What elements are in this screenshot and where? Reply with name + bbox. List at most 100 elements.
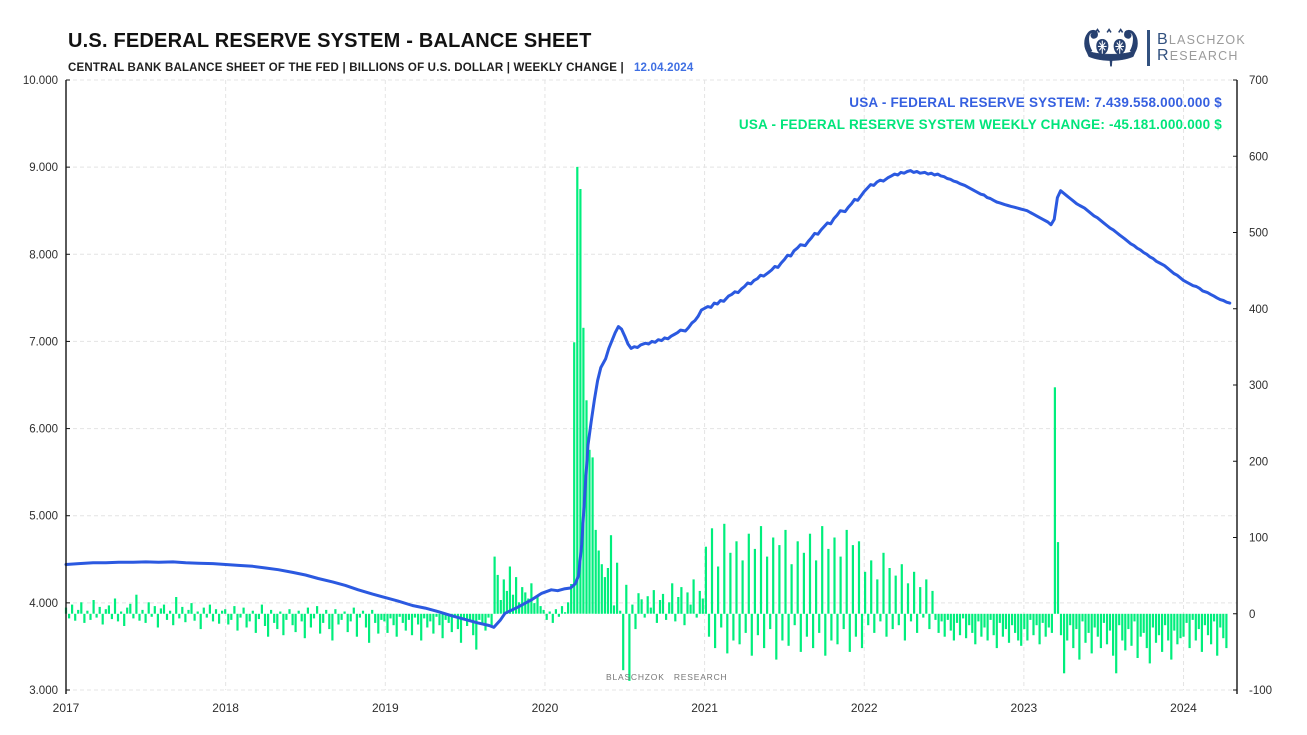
weekly-change-bar	[1093, 613, 1096, 628]
weekly-change-bar	[352, 607, 355, 614]
weekly-change-bar	[1167, 613, 1170, 641]
weekly-change-bar	[695, 613, 698, 618]
weekly-change-bar	[567, 602, 570, 614]
weekly-change-bar	[502, 579, 505, 614]
weekly-change-bar	[426, 613, 429, 628]
weekly-change-bar	[515, 577, 518, 614]
weekly-change-bar	[698, 590, 701, 614]
right-axis-label: 700	[1249, 75, 1268, 87]
weekly-change-bar	[1099, 613, 1102, 649]
weekly-change-bar	[952, 613, 955, 641]
weekly-change-bar	[821, 526, 824, 614]
chart-legend: USA - FEDERAL RESERVE SYSTEM: 7.439.558.…	[739, 92, 1222, 136]
weekly-change-bar	[906, 583, 910, 614]
weekly-change-bar	[334, 609, 337, 614]
weekly-change-bar	[689, 604, 692, 614]
weekly-change-bar	[714, 613, 717, 649]
weekly-change-bar	[343, 611, 346, 614]
weekly-change-bar	[1066, 613, 1069, 641]
weekly-change-bar	[913, 571, 916, 614]
left-axis-label: 4.000	[29, 598, 58, 610]
weekly-change-bar	[799, 613, 802, 652]
weekly-change-bar	[591, 457, 594, 614]
weekly-change-bar	[184, 613, 187, 623]
weekly-change-bar	[949, 613, 952, 631]
weekly-change-bar	[781, 613, 784, 641]
weekly-change-bar	[490, 613, 493, 628]
weekly-change-bar	[778, 545, 781, 614]
weekly-change-bar	[273, 613, 276, 623]
weekly-change-bar	[658, 600, 662, 614]
weekly-change-bar	[1041, 613, 1044, 623]
logo-divider	[1147, 29, 1150, 66]
weekly-change-bar	[420, 613, 423, 641]
weekly-change-bar	[1115, 613, 1118, 674]
weekly-change-bar	[239, 613, 242, 618]
weekly-change-bar	[637, 593, 640, 614]
weekly-change-bar	[423, 613, 426, 619]
weekly-change-bar	[211, 613, 215, 622]
weekly-change-bar	[398, 613, 401, 617]
weekly-change-bar	[1004, 613, 1007, 630]
weekly-change-bar	[946, 613, 949, 620]
weekly-change-bar	[818, 613, 821, 633]
weekly-change-bar	[181, 606, 184, 614]
weekly-change-bar	[1188, 613, 1191, 649]
weekly-change-bar	[74, 613, 77, 621]
weekly-change-bar	[1029, 613, 1032, 620]
weekly-change-bar	[909, 613, 913, 622]
weekly-change-bar	[236, 613, 239, 631]
weekly-change-bar	[796, 541, 799, 614]
weekly-change-bar	[1035, 613, 1038, 626]
weekly-change-bar	[153, 606, 156, 614]
weekly-change-bar	[983, 613, 986, 628]
weekly-change-bar	[1081, 613, 1084, 622]
weekly-change-bar	[867, 613, 870, 626]
weekly-change-bar	[888, 568, 891, 614]
left-axis-label: 6.000	[29, 424, 58, 436]
weekly-change-bar	[165, 613, 169, 620]
weekly-change-bar	[401, 613, 404, 623]
weekly-change-bar	[98, 606, 101, 614]
weekly-change-bar	[110, 613, 113, 620]
weekly-change-bar	[876, 579, 879, 614]
weekly-change-bar	[377, 613, 380, 634]
weekly-change-bar	[900, 564, 903, 614]
weekly-change-bar	[68, 613, 71, 619]
gridlines	[65, 79, 1237, 691]
weekly-change-bar	[649, 607, 652, 614]
weekly-change-bar	[701, 598, 704, 614]
weekly-change-bar	[331, 613, 334, 641]
weekly-change-bar	[230, 613, 233, 620]
logo-word-research-top: LASCHZOK	[1168, 32, 1246, 47]
weekly-change-bar	[1047, 613, 1050, 628]
weekly-change-bar	[958, 613, 962, 636]
weekly-change-bar	[989, 613, 992, 620]
weekly-change-bar	[328, 613, 331, 630]
weekly-change-bar	[1014, 613, 1017, 633]
weekly-change-bar	[291, 613, 294, 626]
weekly-change-bar	[389, 613, 392, 619]
weekly-change-bar	[162, 604, 166, 614]
weekly-change-bar	[282, 613, 285, 636]
weekly-change-bar	[1053, 387, 1056, 614]
weekly-change-bar	[306, 607, 309, 614]
weekly-change-bar	[707, 613, 711, 637]
weekly-change-bar	[77, 609, 80, 614]
weekly-change-bar	[288, 609, 291, 614]
weekly-change-bar	[655, 613, 658, 623]
weekly-change-bar	[248, 613, 251, 622]
weekly-change-bar	[309, 613, 312, 628]
right-axis-label: 0	[1249, 609, 1255, 621]
weekly-change-bar	[836, 613, 839, 645]
weekly-change-bar	[1222, 613, 1225, 639]
weekly-change-bar	[71, 604, 74, 614]
weekly-change-bar	[977, 613, 980, 622]
weekly-change-bar	[276, 613, 279, 630]
weekly-change-bar	[141, 609, 144, 614]
weekly-change-bar	[1075, 613, 1078, 630]
weekly-change-bar	[1185, 613, 1188, 623]
weekly-change-bar	[882, 552, 885, 614]
weekly-change-bar	[86, 610, 89, 614]
weekly-change-bar	[193, 613, 196, 621]
